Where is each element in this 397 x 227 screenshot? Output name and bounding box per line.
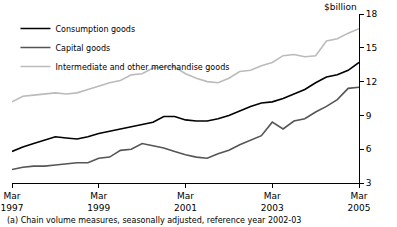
svg-text:Mar1997: Mar1997 bbox=[1, 191, 24, 213]
svg-text:Mar1999: Mar1999 bbox=[87, 191, 110, 213]
svg-text:Mar2001: Mar2001 bbox=[174, 191, 197, 213]
svg-text:Intermediate and other merchan: Intermediate and other merchandise goods bbox=[55, 63, 229, 72]
svg-text:Consumption goods: Consumption goods bbox=[55, 25, 135, 34]
svg-text:Mar2005: Mar2005 bbox=[348, 191, 371, 213]
svg-text:6: 6 bbox=[366, 144, 372, 154]
svg-text:18: 18 bbox=[366, 9, 378, 19]
svg-text:3: 3 bbox=[366, 178, 372, 188]
svg-text:15: 15 bbox=[366, 43, 377, 53]
svg-text:Mar2003: Mar2003 bbox=[261, 191, 284, 213]
svg-text:12: 12 bbox=[366, 77, 377, 87]
svg-text:$billion: $billion bbox=[324, 2, 357, 12]
svg-text:9: 9 bbox=[366, 111, 372, 121]
svg-text:(a) Chain volume measures, sea: (a) Chain volume measures, seasonally ad… bbox=[7, 216, 301, 225]
svg-text:Capital goods: Capital goods bbox=[55, 44, 110, 53]
